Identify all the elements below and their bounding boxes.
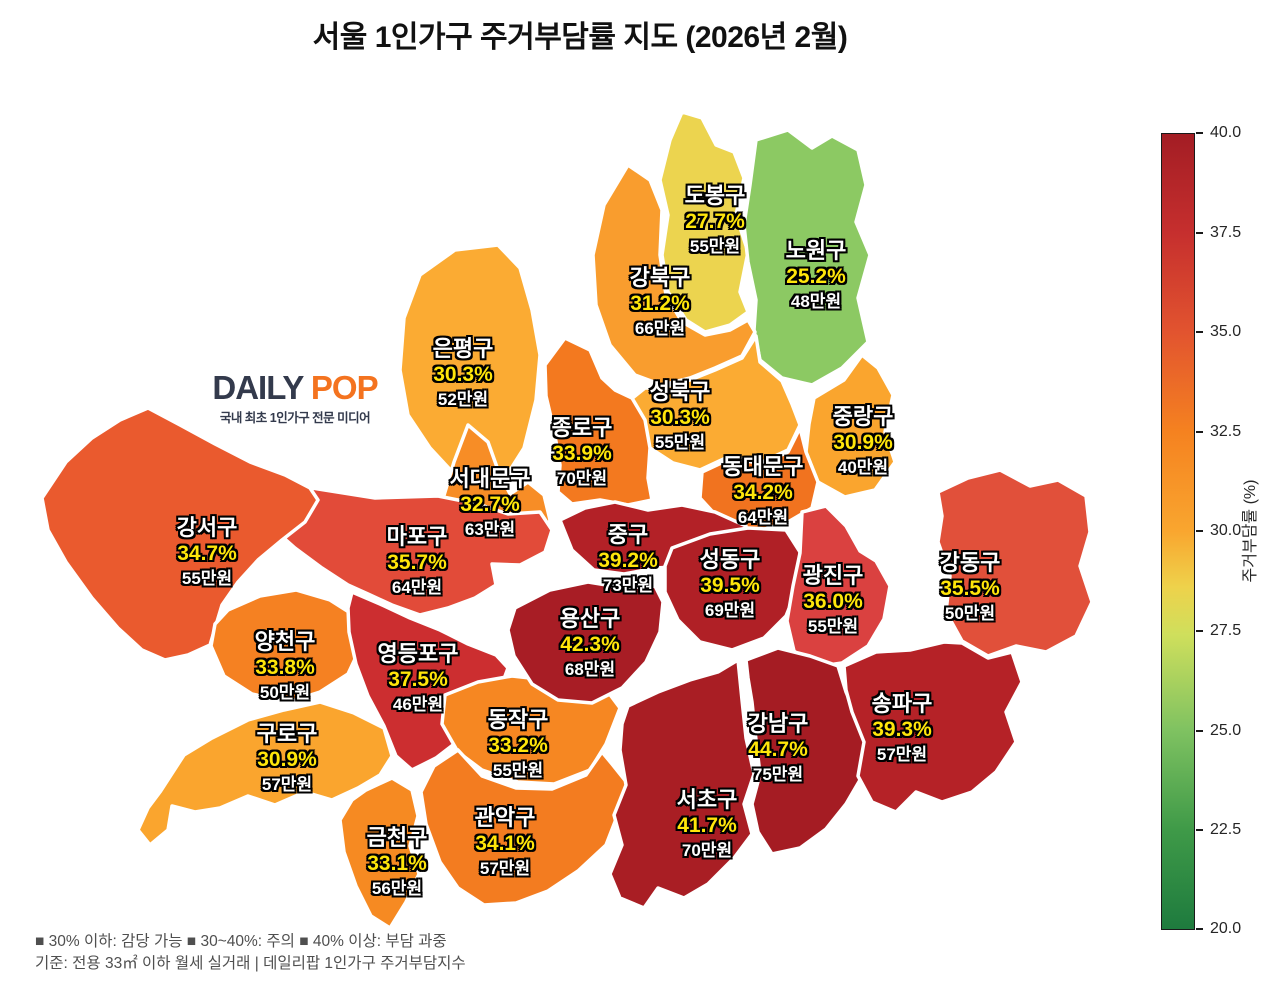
logo-tagline: 국내 최초 1인가구 전문 미디어: [219, 411, 371, 425]
district-shape-gangseo: [40, 406, 320, 662]
legend-footnote: ■ 30% 이하: 감당 가능 ■ 30~40%: 주의 ■ 40% 이상: 부…: [35, 931, 466, 975]
colorbar-tick-label: 35.0: [1210, 323, 1242, 340]
colorbar-axis-label: 주거부담률 (%): [1242, 479, 1259, 583]
colorbar-tick-label: 40.0: [1210, 124, 1242, 141]
district-shape-yongsan: [506, 580, 665, 705]
district-shape-seocho: [608, 658, 756, 910]
colorbar: [1161, 133, 1195, 930]
colorbar-tick: [1196, 730, 1203, 732]
district-shape-gwanak: [419, 748, 630, 907]
district-shape-seongbuk: [628, 334, 802, 472]
colorbar-tick-label: 27.5: [1210, 622, 1242, 639]
colorbar-tick: [1196, 431, 1203, 433]
district-shape-jongno: [543, 336, 654, 507]
district-shape-dobong: [658, 110, 750, 334]
colorbar-tick: [1196, 928, 1203, 930]
colorbar-tick-label: 20.0: [1210, 920, 1242, 937]
colorbar-tick-label: 30.0: [1210, 522, 1242, 539]
colorbar-tick-label: 32.5: [1210, 423, 1242, 440]
logo-daily-text: DAILY: [212, 369, 303, 406]
district-shape-nowon: [742, 128, 872, 387]
dailypop-logo: DAILY POP 국내 최초 1인가구 전문 미디어: [205, 370, 385, 426]
logo-pop-text: POP: [310, 369, 379, 406]
district-shape-gangbuk: [591, 163, 757, 387]
legend-thresholds: ■ 30% 이하: 감당 가능 ■ 30~40%: 주의 ■ 40% 이상: 부…: [35, 933, 447, 950]
district-shape-guro: [136, 700, 394, 847]
district-shape-seongdong: [663, 526, 802, 652]
district-shape-yangcheon: [209, 588, 364, 704]
district-shape-mapo: [246, 486, 554, 617]
district-shape-geumcheon: [338, 776, 421, 930]
district-shape-songpa: [842, 640, 1024, 814]
district-shape-gangdong: [936, 468, 1094, 658]
colorbar-tick-label: 25.0: [1210, 722, 1242, 739]
colorbar-tick: [1196, 331, 1203, 333]
colorbar-tick: [1196, 630, 1203, 632]
district-shape-gangnam: [744, 646, 870, 856]
colorbar-tick: [1196, 132, 1203, 134]
colorbar-tick: [1196, 232, 1203, 234]
colorbar-tick: [1196, 829, 1203, 831]
colorbar-gradient: [1162, 134, 1194, 929]
colorbar-tick: [1196, 530, 1203, 532]
colorbar-tick-label: 37.5: [1210, 224, 1242, 241]
colorbar-tick-label: 22.5: [1210, 821, 1242, 838]
page-title: 서울 1인가구 주거부담률 지도 (2026년 2월): [312, 21, 848, 54]
legend-source: 기준: 전용 33㎡ 이하 월세 실거래 | 데일리팝 1인가구 주거부담지수: [35, 955, 466, 972]
district-shape-gwangjin: [785, 504, 892, 669]
